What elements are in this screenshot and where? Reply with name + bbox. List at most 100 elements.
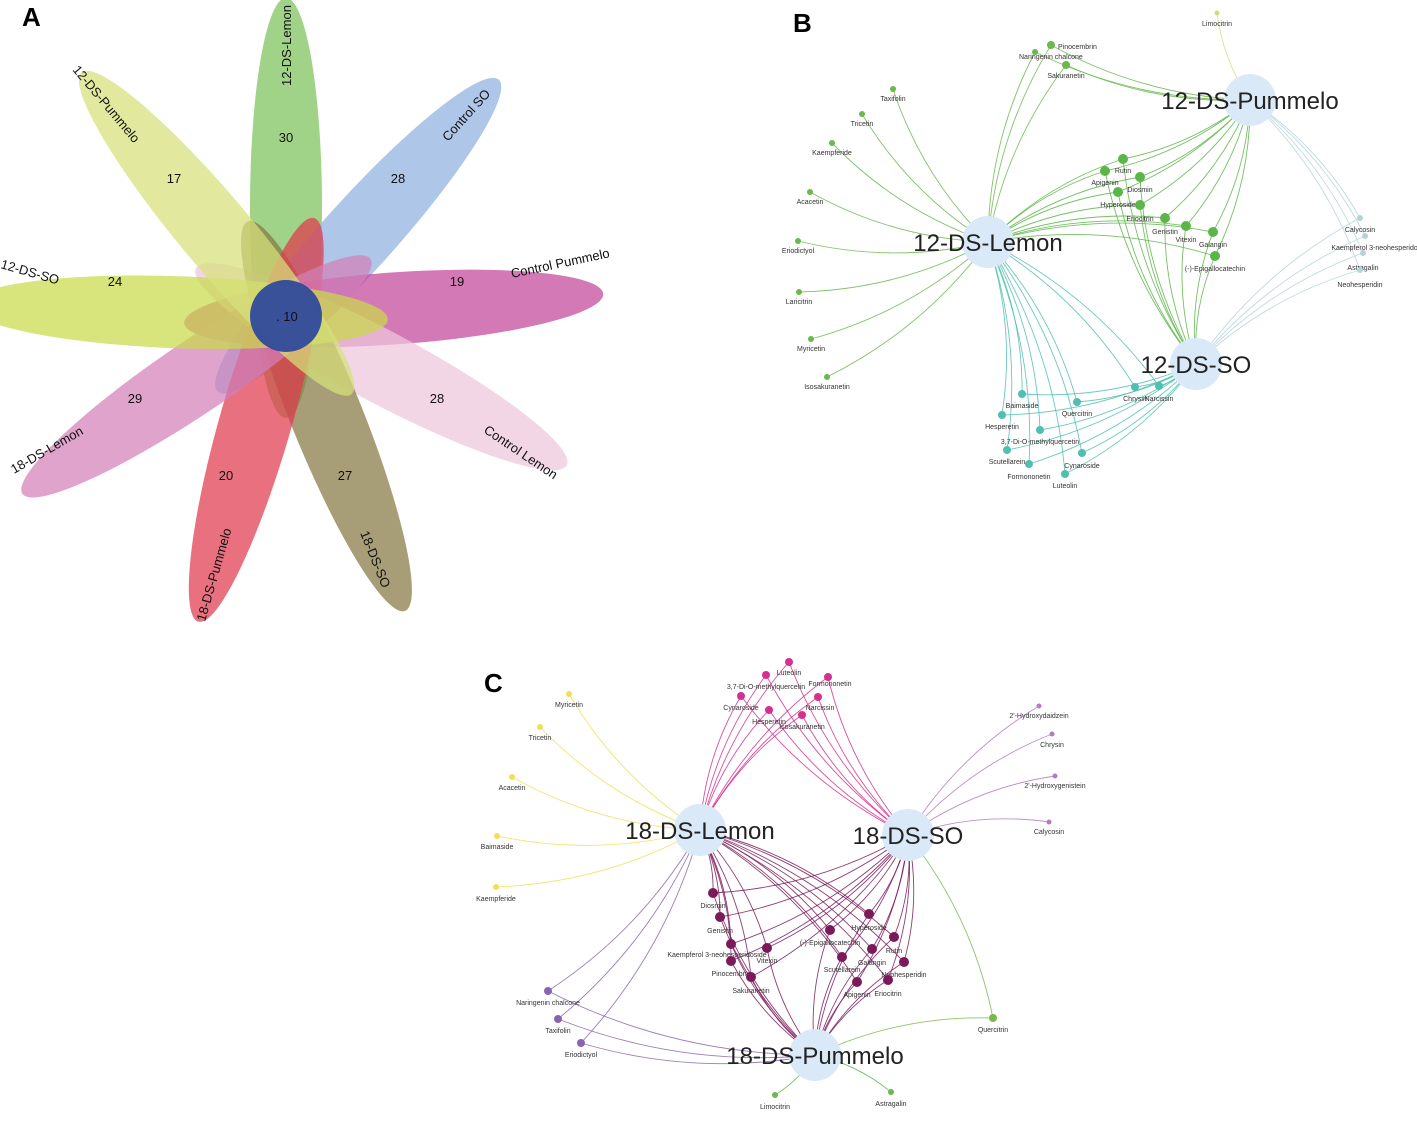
- edge-formononetin-lemon: [987, 241, 1031, 465]
- edge-kaempferide-lemon: [495, 829, 701, 888]
- edge-sakuranetin-so: [750, 834, 909, 978]
- panel-c-letter: C: [484, 668, 503, 698]
- hub-label-18-ds-lemon: 18-DS-Lemon: [625, 818, 774, 845]
- node-luteolin: [785, 658, 793, 666]
- node-neohesperidin: [899, 957, 909, 967]
- node-label-pinocembrin: Pinocembrin: [1058, 44, 1097, 51]
- node-myricetin: [566, 691, 572, 697]
- hub-18-ds-lemon: [674, 804, 726, 856]
- node-formononetin: [1025, 460, 1033, 468]
- edge-narcissin-lemon: [987, 241, 1160, 387]
- node-label-hyperoside: Hyperoside: [1100, 202, 1136, 209]
- node-galangin: [1208, 227, 1218, 237]
- edge-galangin-lemon: [699, 829, 873, 950]
- node-myricetin: [808, 336, 814, 342]
- node-calycosin: [1046, 819, 1052, 825]
- node-label-apigenin: Apigenin: [1091, 180, 1118, 187]
- node-2-hydroxydaidzein: [1036, 703, 1042, 709]
- node-eriodictyol: [795, 238, 801, 244]
- node-label-astragalin: Astragalin: [875, 1101, 906, 1108]
- node-quercitrin: [1073, 398, 1081, 406]
- edge-neohesperidin-so: [1195, 269, 1361, 365]
- node-label-calycosin: Calycosin: [1345, 227, 1375, 234]
- node-apigenin: [852, 977, 862, 987]
- node-genistin: [715, 912, 725, 922]
- panel-c: C 18-DS-Lemon 18-DS-SO 18-DS-Pummelo Myric…: [476, 658, 1086, 1111]
- node-acacetin: [807, 189, 813, 195]
- node-label-diosmin: Diosmin: [700, 903, 725, 910]
- node-label-quercitrin: Quercitrin: [1062, 411, 1092, 418]
- node-vitexin: [1181, 221, 1191, 231]
- network-b-hubs: 12-DS-Lemon 12-DS-Pummelo 12-DS-SO: [913, 74, 1339, 390]
- node-galangin: [867, 944, 877, 954]
- edge-neohesperidin-lemon: [699, 829, 905, 963]
- node-narcissin: [1155, 382, 1163, 390]
- hub-label-12-ds-pummelo: 12-DS-Pummelo: [1161, 88, 1338, 115]
- node-label-sakuranetin: Sakuranetin: [732, 988, 769, 995]
- venn-center-value: . 10: [276, 309, 298, 324]
- node-naringenin-chalcone: [1032, 49, 1038, 55]
- edge-luteolin-lemon: [987, 241, 1066, 475]
- node-vitexin: [762, 943, 772, 953]
- edge-eriocitrin-lemon: [699, 829, 889, 981]
- node-neohesperidin: [1357, 267, 1363, 273]
- node-epigallocatechin: [825, 925, 835, 935]
- node-label-taxifolin: Taxifolin: [545, 1028, 570, 1035]
- node-scutellarein: [1003, 446, 1011, 454]
- node-narcissin: [814, 693, 822, 701]
- node-limocitrin: [1214, 10, 1220, 16]
- node-label-narcissin: Narcissin: [1145, 396, 1174, 403]
- venn-count-12-ds-so: 24: [108, 274, 122, 289]
- node-label-acacetin: Acacetin: [797, 199, 824, 206]
- hub-18-ds-so: [882, 809, 934, 861]
- edge-chrysin-lemon: [987, 241, 1136, 388]
- panel-a-letter: A: [22, 2, 41, 32]
- node-formononetin: [824, 673, 832, 681]
- node-label-cynaroside: Cynaroside: [723, 705, 759, 712]
- node-label-genistin: Genistin: [1152, 229, 1178, 236]
- node-label-kaempferol-3-neohesperidoside: Kaempferol 3-neohesperidoside: [667, 952, 766, 959]
- hub-label-18-ds-so: 18-DS-SO: [853, 823, 964, 850]
- edge-rutin-lemon: [699, 829, 895, 938]
- network-b-edges: [797, 12, 1366, 475]
- node-diosmin: [708, 888, 718, 898]
- node-label-isosakuranetin: Isosakuranetin: [779, 724, 825, 731]
- node-label-eriocitrin: Eriocitrin: [874, 991, 901, 998]
- edge-sakuranetin-lemon: [987, 64, 1067, 243]
- node-label-tricetin: Tricetin: [851, 121, 874, 128]
- node-label-neohesperidin: Neohesperidin: [881, 972, 926, 979]
- node-tricetin: [859, 111, 865, 117]
- node-sakuranetin: [1062, 61, 1070, 69]
- edge-taxifolin-lemon: [557, 829, 701, 1020]
- edge-scutellarein-lemon: [987, 241, 1013, 451]
- node-scutellarein: [837, 952, 847, 962]
- edge-apigenin-so: [1104, 170, 1197, 365]
- node-label-myricetin: Myricetin: [555, 702, 583, 709]
- node-label-isosakuranetin: Isosakuranetin: [804, 384, 850, 391]
- node-astragalin: [1360, 250, 1366, 256]
- node-label-eriocitrin: Eriocitrin: [1126, 216, 1153, 223]
- node-label-diosmin: Diosmin: [1127, 187, 1152, 194]
- node-kaempferol-3-neohesperidoside: [726, 939, 736, 949]
- node-label-chrysin: Chrysin: [1123, 396, 1147, 403]
- node-label-scutellarein: Scutellarein: [989, 459, 1026, 466]
- edge-formononetin-so: [1028, 363, 1197, 465]
- node-label-vitexin: Vitexin: [1176, 237, 1197, 244]
- node-label-2-hydroxydaidzein: 2'-Hydroxydaidzein: [1009, 713, 1068, 720]
- node-label-limocitrin: Limocitrin: [1202, 21, 1232, 28]
- node-label-kaempferide: Kaempferide: [476, 896, 516, 903]
- panel-b: B 12-DS-Lemon 12-DS-Pummelo 12-DS-SO Taxif…: [782, 8, 1417, 490]
- node-chrysin: [1049, 731, 1055, 737]
- node-acacetin: [509, 774, 515, 780]
- edge-pinocembrin-so: [730, 834, 909, 962]
- venn-count-control-pummelo: 19: [450, 274, 464, 289]
- node-label-sakuranetin: Sakuranetin: [1047, 73, 1084, 80]
- node-label-epigallocatechin: (-)-Epigallocatechin: [1185, 266, 1245, 273]
- node-baimaside: [494, 833, 500, 839]
- node-label-kaempferide: Kaempferide: [812, 150, 852, 157]
- edge-epigallocatechin-lemon: [987, 234, 1216, 257]
- node-kaempferide: [493, 884, 499, 890]
- node-laricitrin: [796, 289, 802, 295]
- node-pinocembrin: [1047, 41, 1055, 49]
- hub-12-ds-lemon: [962, 216, 1014, 268]
